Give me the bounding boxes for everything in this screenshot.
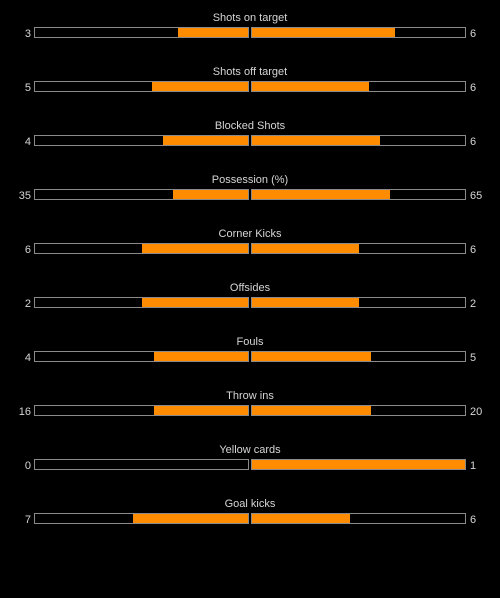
stat-row-8: Yellow cards 0 1: [0, 443, 500, 497]
away-bar-fill: [252, 190, 391, 199]
away-bar-fill: [252, 352, 372, 361]
stat-label: Throw ins: [226, 390, 274, 402]
away-bar: [251, 81, 466, 92]
home-bar: [34, 81, 249, 92]
stat-row-7: Throw ins 16 20: [0, 389, 500, 443]
home-value: 16: [18, 406, 31, 418]
home-value: 7: [24, 514, 31, 526]
home-bar: [34, 297, 249, 308]
stat-row-0: Shots on target 3 6: [0, 11, 500, 65]
away-value: 6: [470, 244, 477, 256]
home-value: 6: [24, 244, 31, 256]
stat-row-6: Fouls 4 5: [0, 335, 500, 389]
stat-label: Shots on target: [212, 12, 288, 24]
stat-row-2: Blocked Shots 4 6: [0, 119, 500, 173]
stat-row-9: Goal kicks 7 6: [0, 497, 500, 551]
away-bar-fill: [252, 136, 380, 145]
home-value: 0: [24, 460, 31, 472]
stat-label: Goal kicks: [224, 498, 276, 510]
stat-row-3: Possession (%) 35 65: [0, 173, 500, 227]
away-bar-fill: [252, 514, 350, 523]
away-bar: [251, 405, 466, 416]
away-bar-fill: [252, 298, 359, 307]
home-bar: [34, 27, 249, 38]
home-bar-fill: [162, 136, 248, 145]
home-bar: [34, 459, 249, 470]
away-bar: [251, 351, 466, 362]
stat-label: Fouls: [236, 336, 264, 348]
away-bar-fill: [252, 460, 465, 469]
away-value: 1: [470, 460, 477, 472]
home-bar: [34, 513, 249, 524]
away-bar: [251, 189, 466, 200]
match-stats-list: Shots on target 3 6 Shots off target 5 6…: [0, 11, 500, 551]
away-value: 6: [470, 82, 477, 94]
away-bar: [251, 297, 466, 308]
home-value: 3: [24, 28, 31, 40]
home-bar: [34, 135, 249, 146]
stat-row-5: Offsides 2 2: [0, 281, 500, 335]
away-bar: [251, 135, 466, 146]
stat-label: Possession (%): [211, 174, 289, 186]
away-bar: [251, 513, 466, 524]
away-value: 6: [470, 136, 477, 148]
stat-label: Corner Kicks: [218, 228, 282, 240]
home-bar-fill: [141, 244, 248, 253]
away-bar-fill: [252, 406, 372, 415]
home-bar-fill: [154, 406, 248, 415]
home-bar: [34, 243, 249, 254]
home-bar-fill: [141, 298, 248, 307]
home-bar: [34, 351, 249, 362]
away-bar: [251, 243, 466, 254]
away-bar: [251, 27, 466, 38]
away-bar-fill: [252, 82, 370, 91]
home-value: 35: [18, 190, 31, 202]
home-value: 4: [24, 136, 31, 148]
home-bar-fill: [152, 82, 248, 91]
home-value: 2: [24, 298, 31, 310]
home-bar: [34, 405, 249, 416]
away-value: 65: [470, 190, 483, 202]
stat-label: Shots off target: [212, 66, 288, 78]
away-value: 6: [470, 514, 477, 526]
away-bar-fill: [252, 244, 359, 253]
stat-row-4: Corner Kicks 6 6: [0, 227, 500, 281]
home-bar-fill: [154, 352, 248, 361]
away-value: 2: [470, 298, 477, 310]
stat-label: Blocked Shots: [214, 120, 286, 132]
away-value: 5: [470, 352, 477, 364]
away-bar: [251, 459, 466, 470]
home-bar-fill: [177, 28, 248, 37]
home-value: 4: [24, 352, 31, 364]
stat-label: Offsides: [229, 282, 271, 294]
home-bar-fill: [132, 514, 248, 523]
home-value: 5: [24, 82, 31, 94]
home-bar: [34, 189, 249, 200]
home-bar-fill: [173, 190, 248, 199]
stat-label: Yellow cards: [219, 444, 281, 456]
away-bar-fill: [252, 28, 395, 37]
away-value: 20: [470, 406, 483, 418]
stat-row-1: Shots off target 5 6: [0, 65, 500, 119]
away-value: 6: [470, 28, 477, 40]
